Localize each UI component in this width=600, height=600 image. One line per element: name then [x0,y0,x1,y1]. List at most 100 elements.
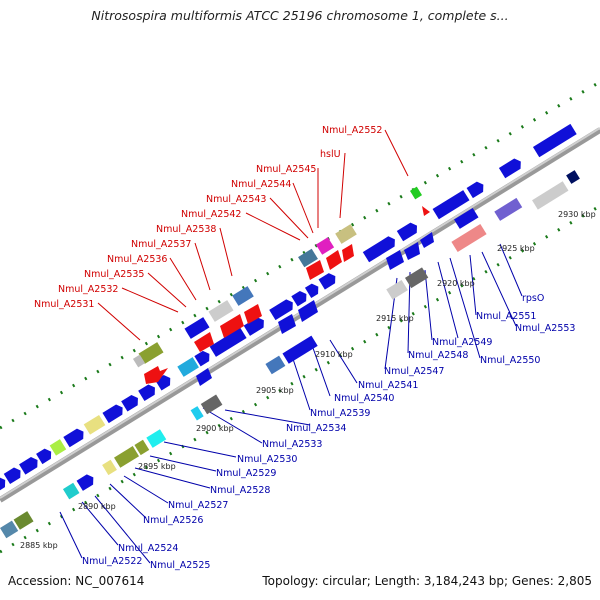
gene-label: rpsO [522,293,544,304]
gene-arrow [63,428,84,448]
gene-box [190,406,204,421]
kbp-label: 2915 kbp [376,314,414,323]
upper-leader-lines [97,129,409,341]
gene-arrow [498,158,521,179]
gene-label: Nmul_A2541 [358,380,418,391]
gene-box [208,300,234,322]
gene-label: Nmul_A2528 [210,485,270,496]
gene-arrow [386,250,404,270]
gene-box [494,197,523,221]
gene-label: Nmul_A2539 [310,408,370,419]
upper-strand-genes [0,123,580,494]
gene-arrow [196,368,212,386]
gene-label: Nmul_A2542 [181,209,241,220]
gene-box [146,429,167,448]
gene-box [566,170,580,184]
gene-box [114,446,140,468]
gene-label: Nmul_A2525 [150,560,210,571]
gene-arrow [342,244,354,262]
gene-label: Nmul_A2529 [216,468,276,479]
gene-arrow [0,476,6,494]
gene-arrow [243,317,264,336]
gene-label: Nmul_A2545 [256,164,316,175]
gene-box [335,224,357,244]
gene-label: Nmul_A2553 [515,323,575,334]
gene-label: Nmul_A2533 [262,439,322,450]
gene-box [315,237,335,255]
kbp-label: 2910 kbp [315,350,353,359]
gene-label: Nmul_A2532 [58,284,118,295]
kbp-label: 2885 kbp [20,541,58,550]
gene-box [532,123,577,158]
kbp-label: 2900 kbp [196,424,234,433]
gene-box [432,190,470,220]
gene-label: Nmul_A2548 [408,350,468,361]
gene-arrow [466,181,484,199]
gene-arrow [220,314,244,338]
topology-text: Topology: circular; Length: 3,184,243 bp… [262,574,592,588]
kbp-label: 2930 kbp [558,210,596,219]
gene-box [102,459,117,476]
gene-box [282,335,318,364]
gene-label: Nmul_A2537 [131,239,191,250]
gene-box [532,181,569,210]
kbp-label: 2920 kbp [437,279,475,288]
reverse-red-genes [144,206,487,384]
map-title: Nitrosospira multiformis ATCC 25196 chro… [91,8,509,23]
gene-arrow [396,222,417,242]
gene-label: Nmul_A2531 [34,299,94,310]
gene-label: Nmul_A2549 [432,337,492,348]
gene-arrow [102,404,123,424]
lower-strand-genes [0,232,434,539]
gene-box [134,439,150,456]
gene-arrow [194,350,210,367]
lower-gene-labels: Nmul_A2522 Nmul_A2524 Nmul_A2525 Nmul_A2… [82,293,575,571]
gene-box [132,354,146,368]
gene-box [265,355,286,375]
gene-box [49,439,67,456]
gene-label: Nmul_A2551 [476,311,536,322]
gene-box [298,248,318,268]
gene-label: Nmul_A2544 [231,179,291,190]
gene-label: hslU [320,149,341,160]
gene-box [451,223,487,253]
gene-box [454,207,479,229]
gene-label: Nmul_A2536 [107,254,167,265]
kbp-label: 2895 kbp [138,462,176,471]
gene-arrow [306,260,324,280]
gene-arrow [304,283,319,299]
gene-box [232,286,254,306]
gene-box [200,394,223,415]
gene-arrow [36,448,52,465]
gene-arrow [326,250,342,270]
kbp-label: 2905 kbp [256,386,294,395]
gene-box [62,482,80,500]
gene-label: Nmul_A2530 [237,454,297,465]
gene-label: Nmul_A2540 [334,393,394,404]
gene-box [184,317,210,339]
gene-label: Nmul_A2552 [322,125,382,136]
gene-arrow [298,300,318,322]
gene-arrow [404,242,420,260]
upper-gene-labels: Nmul_A2552 hslU Nmul_A2545 Nmul_A2544 Nm… [34,125,382,310]
gene-arrow [19,457,38,475]
gene-box [409,186,423,200]
gene-arrow [121,395,138,412]
gene-arrow [138,384,155,402]
gene-label: Nmul_A2526 [143,515,203,526]
gene-arrow [278,314,296,334]
gene-box [0,520,19,539]
gene-arrow [76,474,94,491]
gene-box [177,357,199,377]
gene-arrow [422,206,430,216]
gene-label: Nmul_A2550 [480,355,540,366]
gene-label: Nmul_A2535 [84,269,144,280]
gene-arrow [420,232,434,248]
kbp-label: 2925 kbp [497,244,535,253]
gene-arrow [3,467,21,485]
outer-tick-track [0,80,600,430]
gene-arrow [362,236,395,263]
gene-arrow [291,290,307,307]
gene-box [138,342,164,364]
kbp-labels: 2885 kbp 2890 kbp 2895 kbp 2900 kbp 2905… [20,210,596,550]
